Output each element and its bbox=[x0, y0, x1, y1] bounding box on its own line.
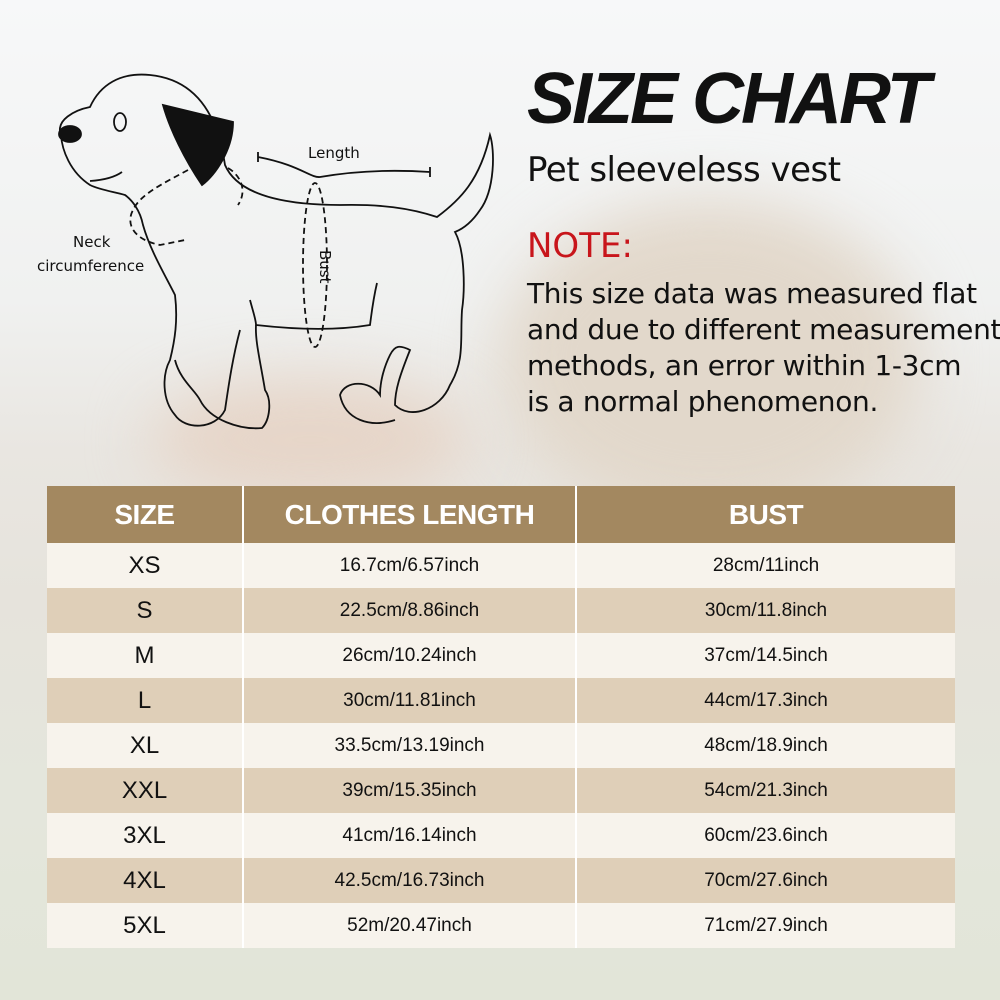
cell-length: 22.5cm/8.86inch bbox=[242, 588, 576, 633]
table-row: 3XL 41cm/16.14inch 60cm/23.6inch bbox=[47, 813, 955, 858]
table-row: 5XL 52m/20.47inch 71cm/27.9inch bbox=[47, 903, 955, 948]
dog-diagram bbox=[58, 73, 494, 430]
column-header-size: SIZE bbox=[47, 486, 243, 543]
table-row: XXL 39cm/15.35inch 54cm/21.3inch bbox=[47, 768, 955, 813]
column-header-length: CLOTHES LENGTH bbox=[242, 486, 576, 543]
cell-size: S bbox=[47, 588, 243, 633]
cell-bust: 28cm/11inch bbox=[575, 543, 955, 588]
table-row: L 30cm/11.81inch 44cm/17.3inch bbox=[47, 678, 955, 723]
cell-bust: 71cm/27.9inch bbox=[575, 903, 955, 948]
cell-length: 52m/20.47inch bbox=[242, 903, 576, 948]
cell-bust: 60cm/23.6inch bbox=[575, 813, 955, 858]
dog-eye bbox=[113, 112, 127, 132]
table-row: S 22.5cm/8.86inch 30cm/11.8inch bbox=[47, 588, 955, 633]
cell-bust: 70cm/27.6inch bbox=[575, 858, 955, 903]
cell-size: XXL bbox=[47, 768, 243, 813]
background-blur bbox=[150, 380, 470, 500]
table-row: XL 33.5cm/13.19inch 48cm/18.9inch bbox=[47, 723, 955, 768]
cell-size: XS bbox=[47, 543, 243, 588]
length-label: Length bbox=[308, 144, 360, 162]
background-blur bbox=[500, 200, 920, 520]
table-row: M 26cm/10.24inch 37cm/14.5inch bbox=[47, 633, 955, 678]
cell-length: 33.5cm/13.19inch bbox=[242, 723, 576, 768]
cell-size: XL bbox=[47, 723, 243, 768]
page-title: SIZE CHART bbox=[527, 59, 931, 139]
cell-size: 3XL bbox=[47, 813, 243, 858]
note-line: and due to different measurement bbox=[527, 313, 1000, 346]
neck-label-2: circumference bbox=[37, 257, 145, 275]
note-line: methods, an error within 1-3cm bbox=[527, 349, 962, 382]
cell-length: 30cm/11.81inch bbox=[242, 678, 576, 723]
note-line: is a normal phenomenon. bbox=[527, 385, 879, 418]
cell-size: L bbox=[47, 678, 243, 723]
cell-size: 4XL bbox=[47, 858, 243, 903]
cell-length: 39cm/15.35inch bbox=[242, 768, 576, 813]
subtitle: Pet sleeveless vest bbox=[527, 150, 841, 190]
cell-bust: 54cm/21.3inch bbox=[575, 768, 955, 813]
bust-label: Bust bbox=[316, 250, 334, 284]
cell-size: M bbox=[47, 633, 243, 678]
table-header: SIZE CLOTHES LENGTH BUST bbox=[47, 486, 955, 543]
neck-label: Neck bbox=[73, 233, 111, 251]
dog-nose bbox=[58, 125, 82, 143]
cell-length: 41cm/16.14inch bbox=[242, 813, 576, 858]
note-heading: NOTE: bbox=[527, 226, 633, 266]
bust-measure bbox=[302, 182, 328, 348]
cell-bust: 44cm/17.3inch bbox=[575, 678, 955, 723]
neck-measure bbox=[129, 167, 244, 246]
note-line: This size data was measured flat bbox=[527, 277, 977, 310]
cell-size: 5XL bbox=[47, 903, 243, 948]
cell-length: 26cm/10.24inch bbox=[242, 633, 576, 678]
cell-bust: 48cm/18.9inch bbox=[575, 723, 955, 768]
cell-bust: 37cm/14.5inch bbox=[575, 633, 955, 678]
dog-front-leg bbox=[174, 324, 271, 430]
column-header-bust: BUST bbox=[575, 486, 955, 543]
dog-outline bbox=[60, 134, 378, 427]
table-row: XS 16.7cm/6.57inch 28cm/11inch bbox=[47, 543, 955, 588]
cell-bust: 30cm/11.8inch bbox=[575, 588, 955, 633]
cell-length: 42.5cm/16.73inch bbox=[242, 858, 576, 903]
dog-mouth bbox=[89, 171, 123, 182]
dog-head bbox=[59, 73, 494, 424]
note-body: This size data was measured flat and due… bbox=[527, 276, 1000, 420]
dog-ear bbox=[161, 103, 234, 187]
table-row: 4XL 42.5cm/16.73inch 70cm/27.6inch bbox=[47, 858, 955, 903]
cell-length: 16.7cm/6.57inch bbox=[242, 543, 576, 588]
length-arrow bbox=[257, 152, 431, 178]
size-table: SIZE CLOTHES LENGTH BUST XS 16.7cm/6.57in… bbox=[47, 486, 955, 948]
